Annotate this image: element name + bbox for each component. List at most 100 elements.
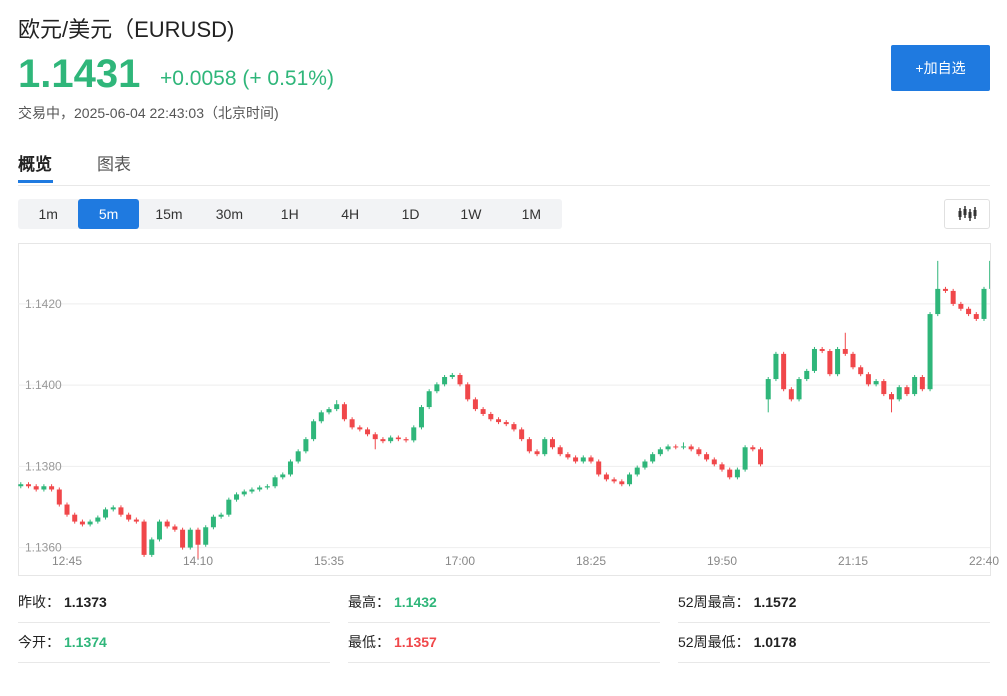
candle-body: [557, 447, 563, 455]
candle-body: [942, 288, 948, 291]
stat-value: 1.1373: [64, 594, 107, 610]
candle-body: [680, 446, 686, 448]
candle-body: [704, 454, 710, 460]
period-button[interactable]: 1m: [38, 206, 58, 222]
candle-body: [827, 351, 833, 375]
stat-value: 1.1432: [394, 594, 437, 610]
candle-body: [819, 348, 825, 352]
candle-body: [719, 464, 725, 470]
candle-body: [542, 439, 548, 455]
period-button[interactable]: 30m: [215, 206, 243, 222]
candle-body: [234, 494, 240, 500]
candle-body: [380, 439, 386, 442]
period-button[interactable]: 1W: [460, 206, 482, 222]
stat: 昨收： 1.1373: [18, 582, 330, 623]
chart-frame: [18, 243, 991, 576]
period-button[interactable]: 15m: [155, 206, 183, 222]
candle-body: [341, 404, 347, 420]
candle-body: [588, 457, 594, 462]
period-button[interactable]: 5m: [78, 199, 139, 229]
y-tick-label: 1.1380: [25, 459, 62, 473]
stat-value: 1.1374: [64, 634, 107, 650]
title: 欧元/美元（EURUSD): [18, 17, 235, 42]
candle-body: [734, 469, 740, 478]
candle-body: [95, 517, 101, 522]
change: +0.0058 (+ 0.51%): [160, 67, 334, 90]
candle-body: [773, 353, 779, 380]
candle-body: [811, 348, 817, 371]
candle-body: [657, 449, 663, 455]
candle-body: [318, 412, 324, 422]
candle-body: [480, 409, 486, 414]
candle-body: [203, 527, 209, 545]
stat: 52周最高： 1.1572: [678, 582, 990, 623]
candle-body: [388, 437, 394, 442]
tab[interactable]: 图表: [97, 155, 131, 174]
candle-body: [472, 399, 478, 410]
candle-body: [966, 308, 972, 315]
candle-body: [156, 521, 162, 540]
candle-body: [642, 461, 648, 468]
candle-body: [650, 454, 656, 462]
candle-body: [64, 504, 70, 515]
candle-body: [742, 447, 748, 470]
candle-body: [180, 529, 186, 548]
candle-body: [241, 491, 247, 495]
candle-body: [549, 439, 555, 448]
period-button[interactable]: 1D: [401, 206, 420, 222]
candle-body: [280, 474, 286, 478]
candle-body: [72, 514, 78, 522]
candle-body: [126, 514, 132, 520]
candle-body: [711, 459, 717, 465]
candle-body: [365, 429, 371, 435]
candle-body: [210, 516, 216, 528]
status: 交易中，2025-06-04 22:43:03（北京时间): [18, 105, 279, 121]
candle-body: [896, 387, 902, 400]
icon: [958, 206, 977, 221]
candle-body: [79, 521, 85, 525]
stat-label: 52周最低：: [678, 634, 750, 650]
candle-body: [750, 447, 756, 450]
candle-body: [218, 514, 224, 517]
chart-type-button[interactable]: [944, 199, 990, 229]
tab[interactable]: 概览: [18, 155, 52, 174]
stat-label: 最低：: [348, 634, 390, 650]
candle-body: [326, 409, 332, 413]
candle-body: [727, 469, 733, 478]
candle-body: [758, 449, 764, 465]
candle-body: [87, 521, 93, 525]
stat: 最高： 1.1432: [348, 582, 660, 623]
candle-body: [465, 384, 471, 400]
candle-body: [850, 353, 856, 368]
candle-body: [858, 367, 864, 375]
candle-body: [25, 484, 31, 487]
candle-body: [950, 290, 956, 304]
candle-body: [989, 260, 990, 289]
candle-body: [503, 422, 509, 425]
y-tick-label: 1.1420: [25, 297, 62, 311]
stat-label: 今开：: [18, 634, 60, 650]
candle-body: [627, 474, 633, 485]
candle-body: [303, 439, 309, 452]
candle-body: [688, 446, 694, 450]
candle-body: [334, 404, 340, 410]
candle-body: [804, 370, 810, 380]
candle-body: [781, 353, 787, 390]
period-button[interactable]: 4H: [341, 206, 360, 222]
candle-body: [958, 303, 964, 309]
x-tick-label: 14:10: [183, 554, 213, 568]
candle-body: [311, 421, 317, 440]
candle-body: [796, 379, 802, 400]
candle-body: [596, 461, 602, 475]
divider: [18, 185, 990, 186]
add-watchlist-button[interactable]: +加自选: [891, 45, 990, 91]
period-button[interactable]: 1M: [521, 206, 542, 222]
candle-body: [449, 374, 455, 378]
x-tick-label: 21:15: [838, 554, 868, 568]
candle-body: [172, 526, 178, 530]
candle-body: [865, 374, 871, 385]
period-button[interactable]: 1H: [280, 206, 299, 222]
x-tick-label: 15:35: [314, 554, 344, 568]
candle-body: [580, 457, 586, 462]
